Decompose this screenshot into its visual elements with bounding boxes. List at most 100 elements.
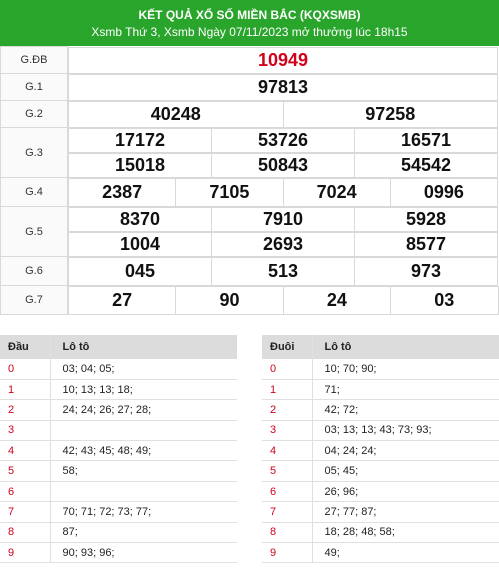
loto-digit: 4 [262, 440, 313, 462]
loto-values: 71; [312, 379, 499, 401]
prize-number: 53726 [211, 127, 355, 153]
loto-row: 2 42; 72; [262, 399, 499, 421]
prize-table: G.ĐB 10949 G.1 97813 G.2 40248 97258 G.3 17172 53… [0, 46, 499, 315]
loto-values: 90; 93; 96; [50, 542, 237, 564]
dau-header: Đầu [0, 335, 51, 359]
loto-values: 87; [50, 522, 237, 544]
loto-row: 5 05; 45; [262, 460, 499, 482]
prize-number: 17172 [68, 127, 212, 153]
loto-digit: 0 [0, 359, 51, 380]
loto-values: 58; [50, 460, 237, 482]
prize-number: 50843 [211, 152, 355, 178]
prize-number: 15018 [68, 152, 212, 178]
prize-label: G.ĐB [0, 46, 68, 74]
loto-digit: 9 [262, 542, 313, 564]
prize-row: 1004 2693 8577 [1, 231, 499, 257]
loto-header: Lô tô [312, 335, 499, 359]
loto-digit: 1 [0, 379, 51, 401]
loto-digit: 7 [0, 501, 51, 523]
prize-label: G.6 [0, 256, 68, 286]
loto-row: 5 58; [0, 460, 237, 482]
duoi-header: Đuôi [262, 335, 313, 359]
loto-digit: 6 [262, 481, 313, 503]
prize-number: 16571 [354, 127, 498, 153]
loto-row: 1 71; [262, 379, 499, 401]
prize-number: 5928 [354, 206, 498, 232]
loto-digit: 6 [0, 481, 51, 503]
loto-row: 7 27; 77; 87; [262, 501, 499, 523]
loto-values: 03; 13; 13; 43; 73; 93; [312, 420, 499, 442]
loto-digit: 3 [262, 420, 313, 442]
loto-values [50, 481, 237, 503]
prize-number: 97813 [68, 73, 498, 101]
prize-row: G.4 2387 7105 7024 0996 [0, 177, 499, 207]
loto-row: 3 [0, 420, 237, 442]
prize-number: 0996 [389, 177, 499, 207]
duoi-loto-table: Đuôi Lô tô 0 10; 70; 90; 1 71; 2 42; 72; 3 03; … [262, 335, 499, 564]
prize-number: 97258 [282, 100, 498, 128]
loto-row: 2 24; 24; 26; 27; 28; [0, 399, 237, 421]
prize-label: G.2 [0, 100, 68, 128]
loto-digit: 1 [262, 379, 313, 401]
loto-values: 42; 43; 45; 48; 49; [50, 440, 237, 462]
prize-number: 513 [211, 256, 355, 286]
loto-digit: 2 [0, 399, 51, 421]
loto-row: 6 [0, 481, 237, 503]
loto-digit: 5 [262, 460, 313, 482]
prize-number: 973 [354, 256, 498, 286]
loto-header: Lô tô [50, 335, 237, 359]
loto-digit: 5 [0, 460, 51, 482]
loto-values: 18; 28; 48; 58; [312, 522, 499, 544]
prize-number: 10949 [68, 46, 498, 74]
loto-digit: 2 [262, 399, 313, 421]
loto-values: 49; [312, 542, 499, 564]
prize-number: 24 [282, 285, 392, 315]
loto-row: 4 04; 24; 24; [262, 440, 499, 462]
loto-digit: 0 [262, 359, 313, 380]
prize-number: 1004 [68, 231, 212, 257]
prize-number: 7105 [175, 177, 284, 207]
loto-values: 10; 70; 90; [312, 359, 499, 380]
prize-number: 2693 [211, 231, 355, 257]
loto-row: 7 70; 71; 72; 73; 77; [0, 501, 237, 523]
prize-number: 7910 [211, 206, 355, 232]
loto-row: 9 49; [262, 542, 499, 564]
prize-number: 8577 [354, 231, 498, 257]
prize-row: G.5 8370 7910 5928 [0, 206, 499, 257]
loto-values: 24; 24; 26; 27; 28; [50, 399, 237, 421]
prize-row: G.3 17172 53726 16571 [0, 127, 499, 178]
prize-row: 15018 50843 54542 [1, 152, 499, 178]
prize-row: G.ĐB 10949 [0, 46, 499, 74]
loto-values: 10; 13; 13; 18; [50, 379, 237, 401]
loto-digit: 9 [0, 542, 51, 564]
page-title: KẾT QUẢ XỔ SỐ MIỀN BẮC (KQXSMB) [138, 8, 361, 22]
loto-values: 70; 71; 72; 73; 77; [50, 501, 237, 523]
loto-row: 8 87; [0, 522, 237, 544]
prize-label: G.3 [0, 127, 68, 178]
prize-label: G.4 [0, 177, 68, 207]
loto-values [50, 420, 237, 442]
prize-number: 2387 [67, 177, 177, 207]
results-header: KẾT QUẢ XỔ SỐ MIỀN BẮC (KQXSMB) Xsmb Thứ… [0, 0, 499, 46]
loto-row: 0 03; 04; 05; [0, 359, 237, 380]
prize-number: 40248 [68, 100, 284, 128]
prize-row: G.2 40248 97258 [0, 100, 499, 128]
loto-row: 0 10; 70; 90; [262, 359, 499, 380]
loto-row: 8 18; 28; 48; 58; [262, 522, 499, 544]
prize-number: 03 [390, 285, 499, 315]
loto-row: 9 90; 93; 96; [0, 542, 237, 564]
dau-loto-table: Đầu Lô tô 0 03; 04; 05; 1 10; 13; 13; 18; 2 2… [0, 335, 237, 564]
prize-row: G.1 97813 [0, 73, 499, 101]
loto-digit: 8 [262, 522, 313, 544]
prize-number: 27 [67, 285, 177, 315]
prize-number: 045 [68, 256, 212, 286]
prize-number: 54542 [354, 152, 498, 178]
loto-values: 42; 72; [312, 399, 499, 421]
loto-values: 27; 77; 87; [312, 501, 499, 523]
prize-number: 8370 [68, 206, 212, 232]
prize-row: G.7 27 90 24 03 [0, 285, 499, 315]
prize-number: 7024 [282, 177, 391, 207]
loto-values: 03; 04; 05; [50, 359, 237, 380]
prize-label: G.1 [0, 73, 68, 101]
loto-values: 05; 45; [312, 460, 499, 482]
